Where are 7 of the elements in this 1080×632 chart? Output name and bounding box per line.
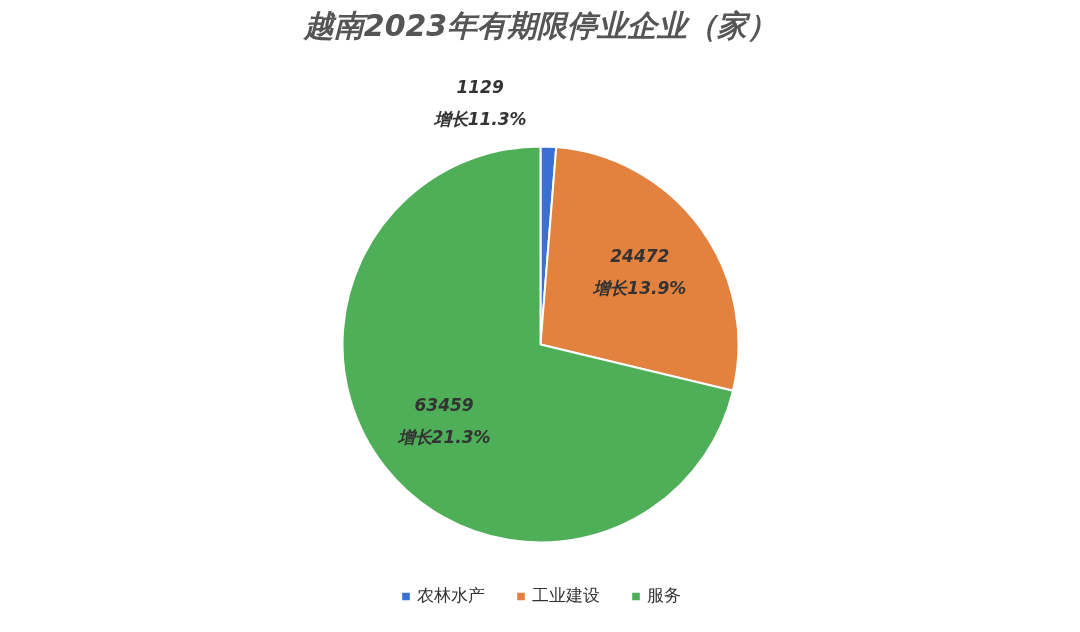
data-label: 63459 增长21.3% (396, 394, 491, 447)
legend-label: 农林水产 (416, 584, 485, 607)
data-label: 24472 增长13.9% (592, 246, 687, 299)
data-label: 1129 增长11.3% (432, 77, 527, 130)
legend-label: 工业建设 (531, 584, 600, 607)
legend-label: 服务 (646, 584, 681, 607)
chart-title: 越南2023年有期限停业企业（家） (301, 7, 778, 43)
